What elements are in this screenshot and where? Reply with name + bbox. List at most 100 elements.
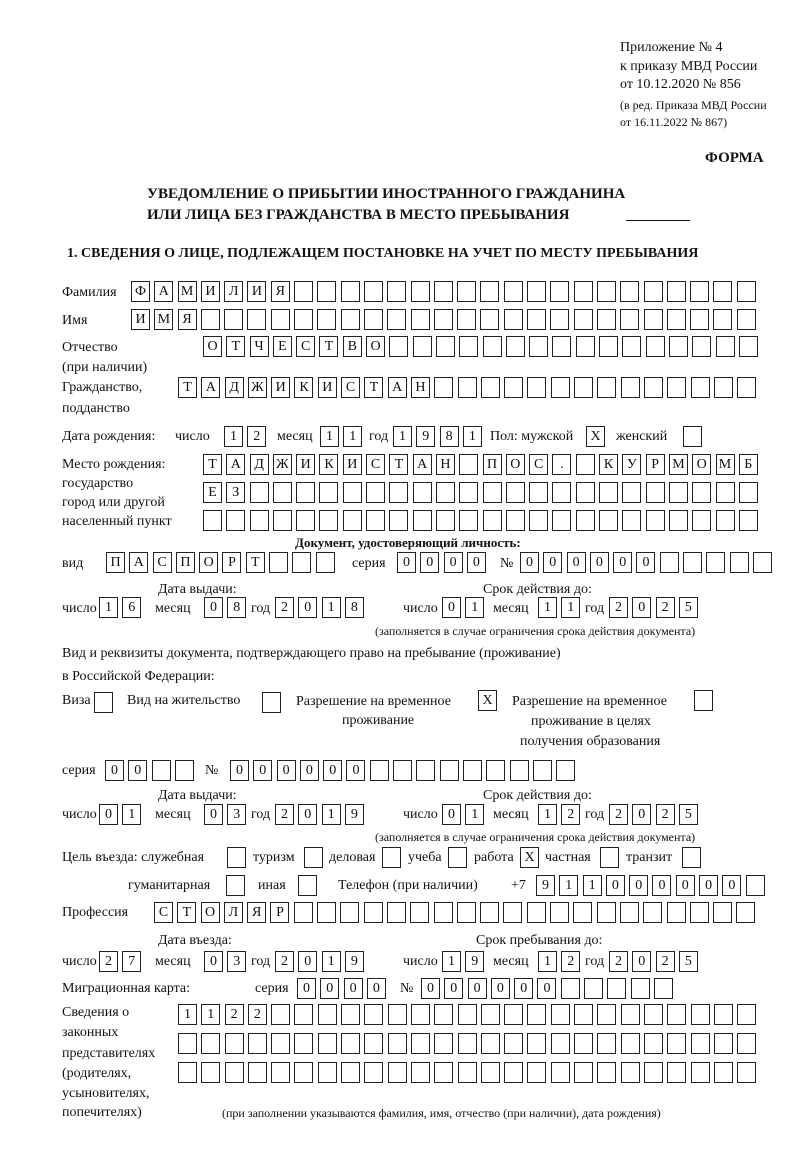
char-box[interactable] <box>272 510 292 531</box>
char-box[interactable]: Т <box>226 336 246 357</box>
char-box[interactable]: . <box>552 454 572 475</box>
char-box[interactable] <box>715 510 735 531</box>
char-box[interactable] <box>630 978 650 999</box>
char-box[interactable] <box>659 552 679 573</box>
char-box[interactable]: О <box>199 552 219 573</box>
char-box[interactable] <box>224 1062 244 1083</box>
char-box[interactable] <box>410 1033 430 1054</box>
char-box[interactable] <box>435 510 455 531</box>
char-box[interactable] <box>410 1062 430 1083</box>
char-box[interactable] <box>575 482 595 503</box>
char-box[interactable] <box>596 309 616 330</box>
char-box[interactable] <box>227 847 246 868</box>
char-box[interactable]: О <box>200 902 220 923</box>
char-box[interactable]: Т <box>389 454 409 475</box>
char-box[interactable] <box>342 482 362 503</box>
char-box[interactable]: И <box>131 309 150 330</box>
char-box[interactable] <box>668 482 688 503</box>
char-box[interactable] <box>412 482 432 503</box>
char-box[interactable] <box>529 336 549 357</box>
char-box[interactable]: 0 <box>490 978 510 999</box>
char-box[interactable] <box>668 336 688 357</box>
char-box[interactable] <box>509 760 529 781</box>
char-box[interactable]: 3 <box>227 804 247 825</box>
char-box[interactable] <box>503 309 523 330</box>
char-box[interactable] <box>304 847 323 868</box>
char-box[interactable] <box>294 309 314 330</box>
char-box[interactable] <box>575 454 595 475</box>
char-box[interactable] <box>597 1062 617 1083</box>
char-box[interactable]: Л <box>223 902 243 923</box>
char-box[interactable] <box>736 281 756 302</box>
purpose-transit-checkbox[interactable] <box>682 847 701 868</box>
char-box[interactable]: 9 <box>344 804 364 825</box>
char-box[interactable] <box>178 1062 197 1083</box>
char-box[interactable]: 1 <box>178 1004 197 1025</box>
place-of-stay-underline[interactable] <box>626 220 690 221</box>
char-box[interactable] <box>550 1062 570 1083</box>
char-box[interactable] <box>729 552 749 573</box>
char-box[interactable]: 0 <box>204 951 223 972</box>
char-box[interactable]: 0 <box>442 597 461 618</box>
char-box[interactable]: X <box>520 847 539 868</box>
char-box[interactable] <box>262 692 281 713</box>
char-box[interactable] <box>599 336 619 357</box>
char-box[interactable] <box>503 281 523 302</box>
char-box[interactable] <box>317 1004 337 1025</box>
char-box[interactable] <box>434 377 454 398</box>
char-box[interactable] <box>690 1004 710 1025</box>
char-box[interactable] <box>527 377 547 398</box>
representatives-row-2[interactable] <box>178 1033 757 1054</box>
char-box[interactable] <box>737 1033 757 1054</box>
char-box[interactable] <box>294 1062 314 1083</box>
char-box[interactable] <box>247 309 267 330</box>
char-box[interactable]: 6 <box>122 597 142 618</box>
char-box[interactable] <box>715 336 735 357</box>
char-box[interactable]: С <box>366 454 386 475</box>
char-box[interactable]: 1 <box>442 951 461 972</box>
char-box[interactable] <box>620 377 640 398</box>
char-box[interactable] <box>666 902 686 923</box>
char-box[interactable]: 2 <box>655 804 675 825</box>
char-box[interactable] <box>715 482 735 503</box>
char-box[interactable]: 1 <box>582 875 602 896</box>
char-box[interactable] <box>456 902 476 923</box>
char-box[interactable]: 2 <box>224 1004 244 1025</box>
char-box[interactable]: 2 <box>275 951 294 972</box>
char-box[interactable]: 0 <box>699 875 719 896</box>
char-box[interactable] <box>550 902 570 923</box>
char-box[interactable] <box>667 1062 687 1083</box>
char-box[interactable] <box>552 482 572 503</box>
char-box[interactable] <box>504 1033 524 1054</box>
char-box[interactable] <box>459 336 479 357</box>
char-box[interactable]: 1 <box>122 804 142 825</box>
char-box[interactable] <box>410 281 430 302</box>
char-box[interactable]: Т <box>177 902 197 923</box>
char-box[interactable]: 0 <box>520 552 539 573</box>
char-box[interactable]: 0 <box>99 804 118 825</box>
char-box[interactable] <box>597 1004 617 1025</box>
char-box[interactable] <box>550 309 570 330</box>
char-box[interactable] <box>526 902 546 923</box>
char-box[interactable] <box>738 482 758 503</box>
char-box[interactable]: 2 <box>247 1004 267 1025</box>
char-box[interactable]: 0 <box>343 978 363 999</box>
char-box[interactable] <box>340 309 360 330</box>
char-box[interactable] <box>363 281 383 302</box>
sex-male-checkbox[interactable]: X <box>586 426 605 447</box>
char-box[interactable] <box>574 1033 594 1054</box>
representatives-row-3[interactable] <box>178 1062 757 1083</box>
char-box[interactable]: 2 <box>247 426 267 447</box>
char-box[interactable]: 0 <box>443 552 463 573</box>
purpose-private-checkbox[interactable] <box>600 847 619 868</box>
char-box[interactable] <box>270 309 290 330</box>
char-box[interactable] <box>480 1062 500 1083</box>
char-box[interactable]: 1 <box>465 597 485 618</box>
